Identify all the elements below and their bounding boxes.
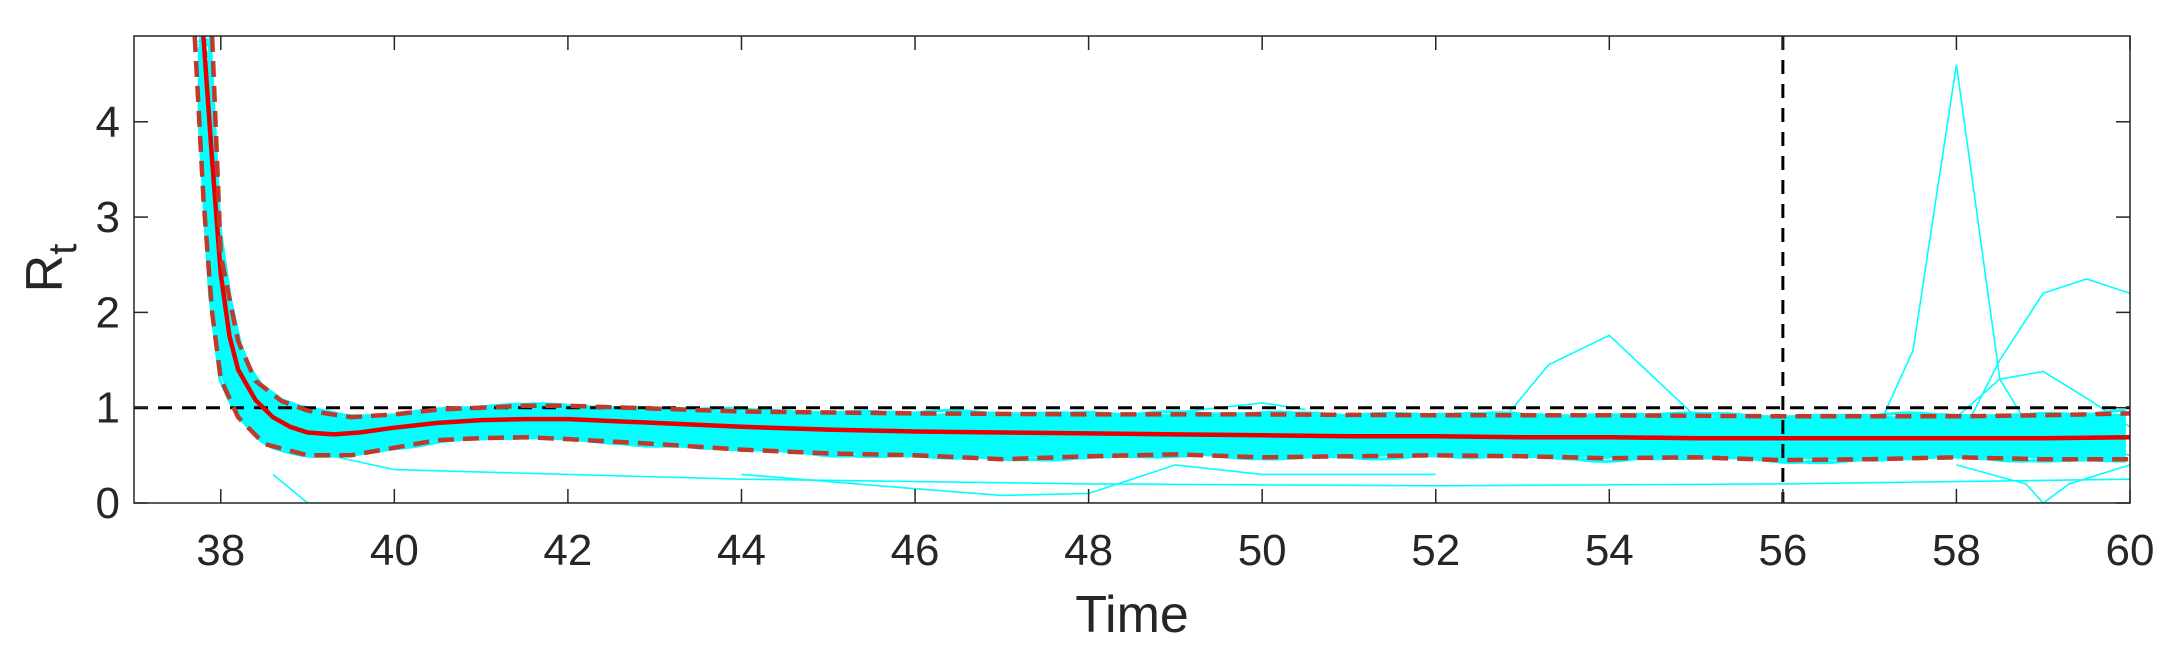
y-axis-title: Rt — [16, 244, 85, 293]
x-axis-title: Time — [1075, 586, 1189, 644]
x-tick-label: 50 — [1238, 526, 1287, 575]
ensemble-outlier-trajectory — [1955, 278, 2130, 447]
series-layer — [192, 36, 2130, 463]
reference-lines — [134, 36, 2130, 503]
tick-layer — [134, 36, 2131, 504]
y-axis-title-subscript: t — [41, 244, 85, 255]
ensemble-outlier-trajectory — [1955, 370, 2130, 428]
y-tick-labels: 0 1 2 3 4 — [96, 98, 120, 528]
x-tick-label: 60 — [2106, 526, 2155, 575]
y-tick-label: 0 — [96, 479, 120, 528]
y-tick-label: 2 — [96, 288, 120, 337]
x-tick-label: 56 — [1758, 526, 1807, 575]
plot-frame — [133, 35, 2131, 504]
upper-bound-line — [209, 36, 2130, 420]
ensemble-outlier-trajectory — [1956, 464, 2130, 503]
ensemble-outlier-trajectory — [1826, 64, 2130, 457]
x-tick-label: 40 — [370, 526, 419, 575]
x-tick-labels: 38 40 42 44 46 48 50 52 54 56 58 60 — [196, 526, 2154, 575]
y-tick-label: 4 — [96, 98, 120, 147]
y-tick-label: 3 — [96, 193, 120, 242]
x-tick-label: 38 — [196, 526, 245, 575]
x-tick-label: 42 — [543, 526, 592, 575]
ensemble-outlier-trajectory — [307, 449, 2130, 487]
x-tick-label: 58 — [1932, 526, 1981, 575]
x-tick-label: 48 — [1064, 526, 1113, 575]
y-tick-label: 1 — [96, 384, 120, 433]
x-tick-label: 54 — [1585, 526, 1634, 575]
lower-bound-line — [192, 36, 2130, 463]
x-tick-label: 46 — [891, 526, 940, 575]
y-axis-title-main: R — [16, 255, 74, 293]
x-tick-label: 44 — [717, 526, 766, 575]
mean-line — [201, 36, 2130, 441]
ensemble-outlier-trajectory — [1175, 402, 1306, 414]
x-tick-label: 52 — [1411, 526, 1460, 575]
ensemble-outlier-trajectory — [1435, 334, 1697, 438]
